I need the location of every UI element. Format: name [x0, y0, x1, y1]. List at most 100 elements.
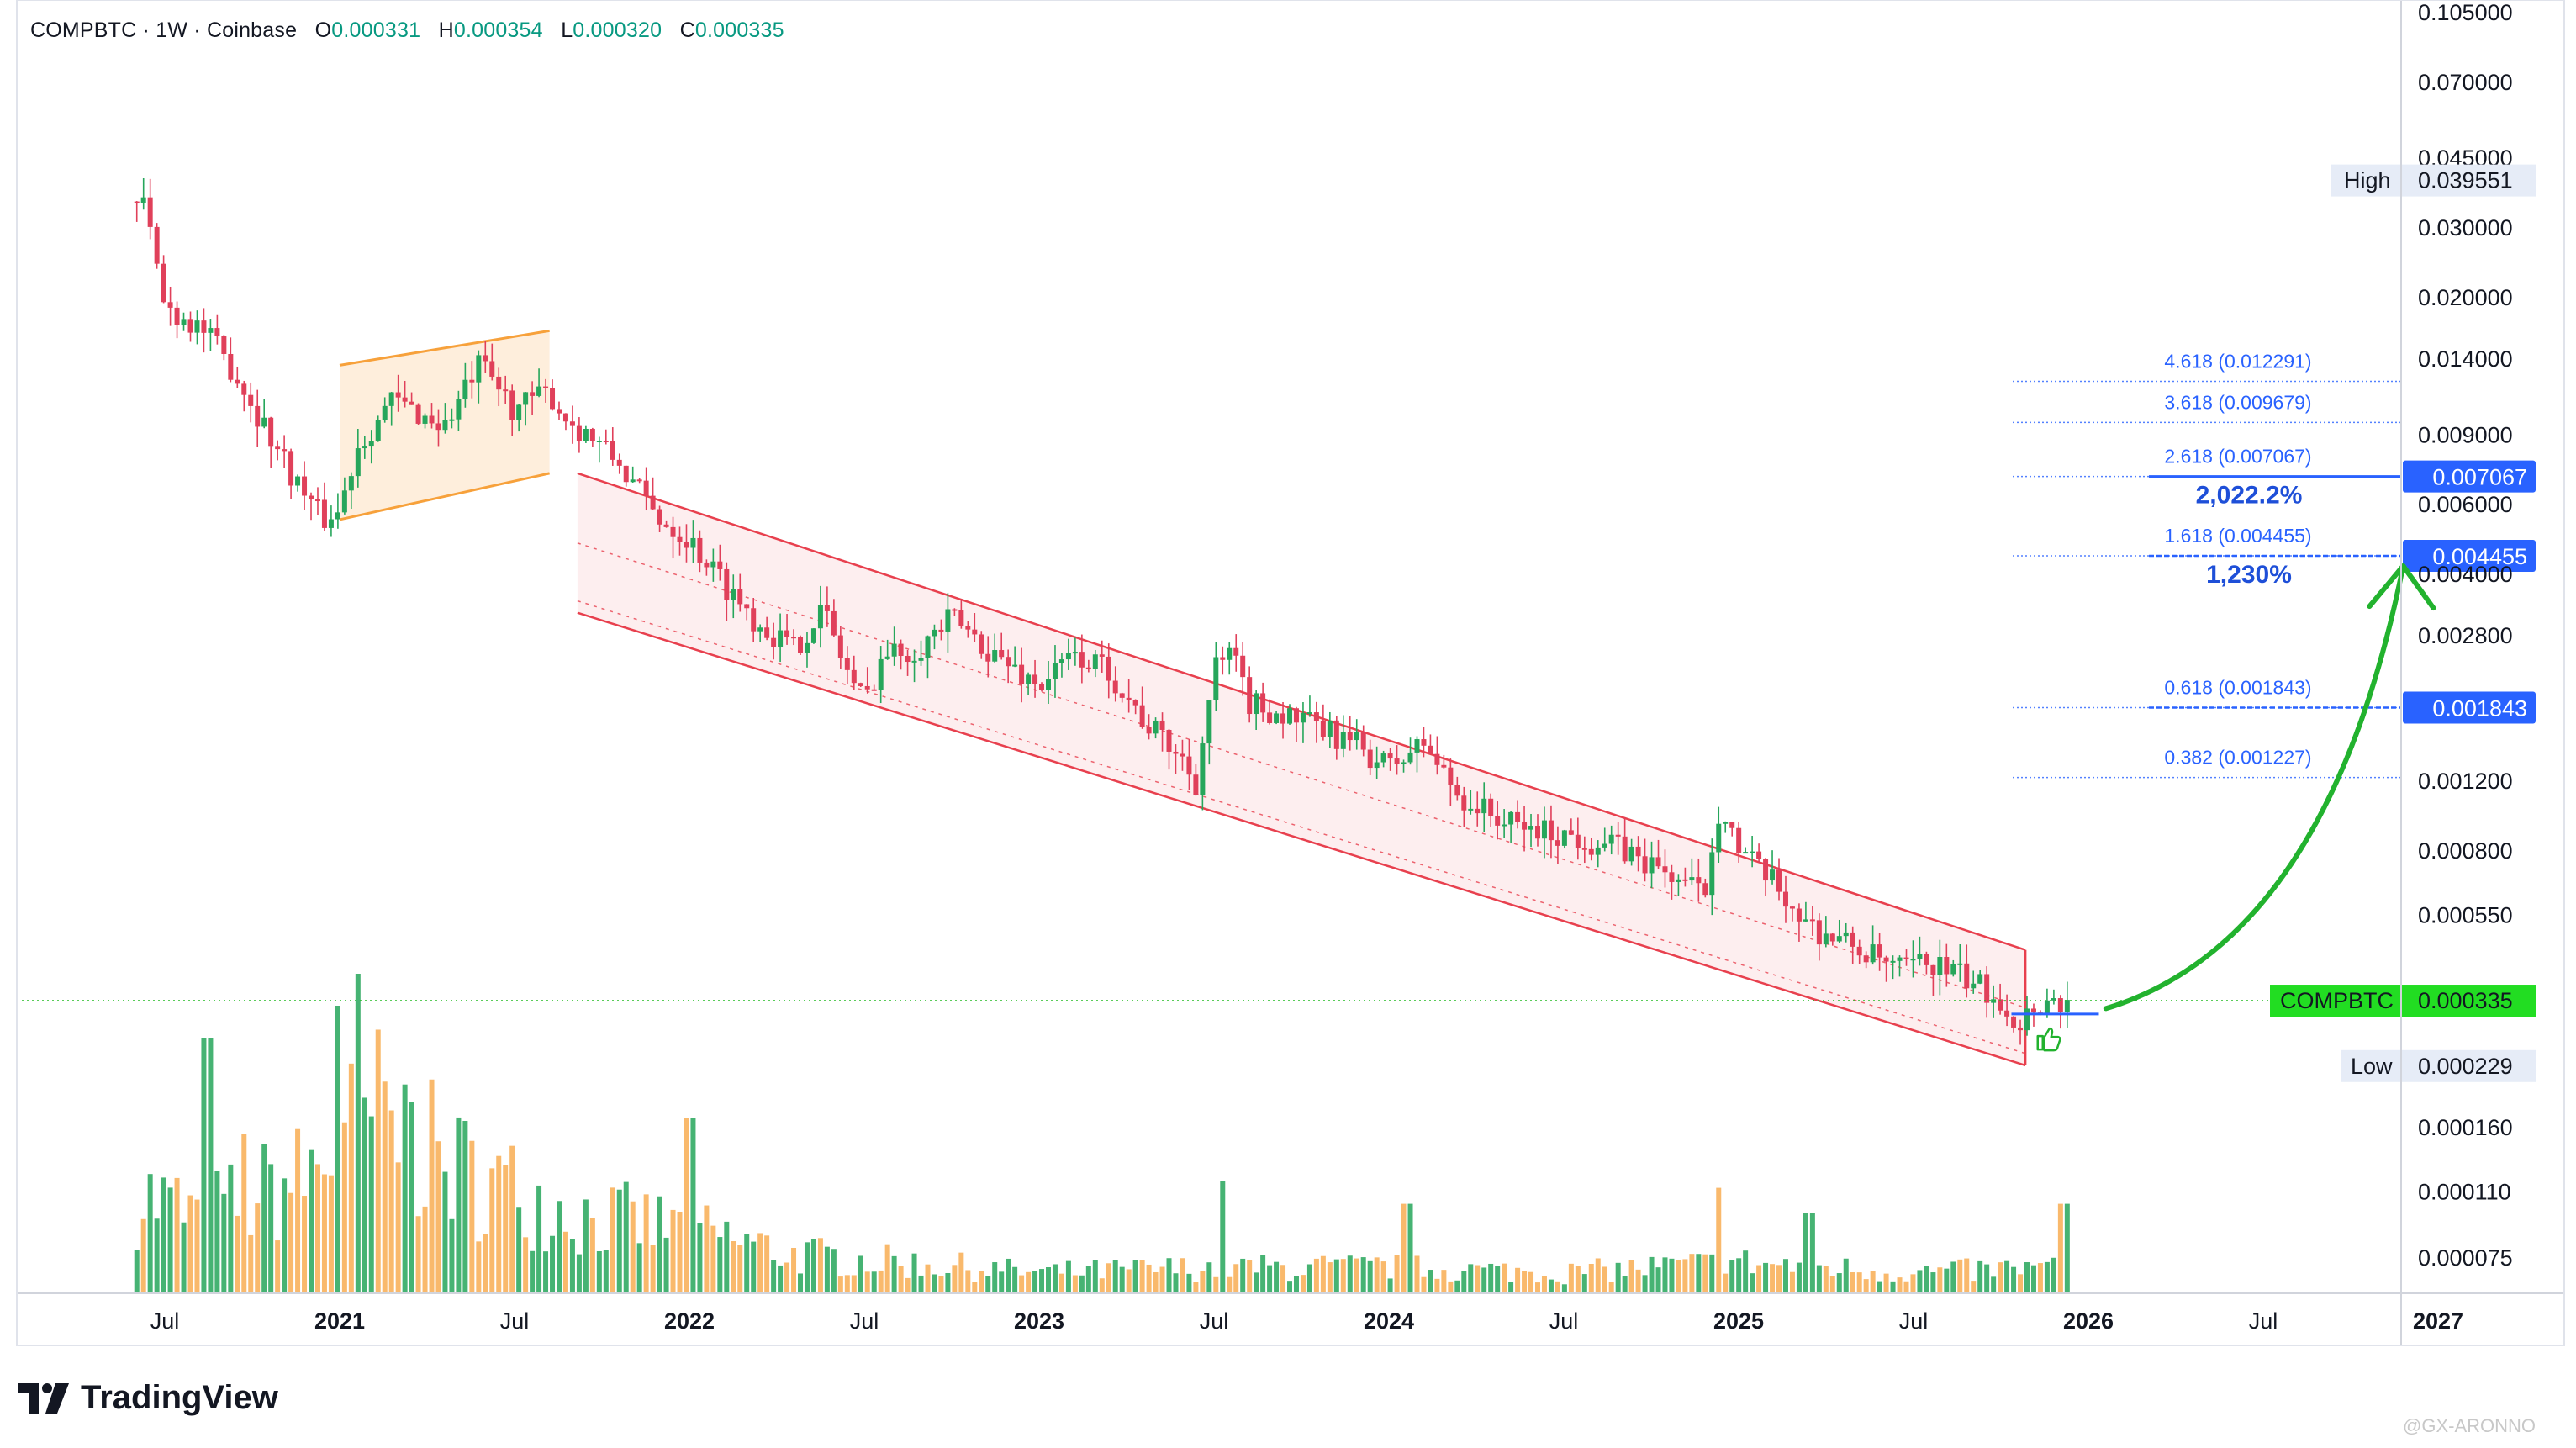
volume-bar — [952, 1265, 958, 1293]
candle-body — [1903, 957, 1909, 959]
time-tick-label: Jul — [500, 1308, 530, 1334]
volume-bar — [2024, 1262, 2030, 1293]
volume-bar — [1206, 1262, 1212, 1293]
volume-bar — [1522, 1271, 1528, 1293]
candle-body — [1200, 743, 1206, 795]
time-tick-label: 2023 — [1014, 1308, 1064, 1334]
volume-bar — [1058, 1273, 1064, 1293]
volume-bar — [275, 1240, 281, 1293]
volume-bar — [1146, 1264, 1152, 1293]
candle-body — [1924, 954, 1929, 965]
volume-bar — [1723, 1273, 1729, 1293]
volume-bar — [985, 1276, 991, 1293]
candle-body — [1534, 826, 1540, 839]
volume-bar — [2011, 1266, 2017, 1293]
candle-body — [328, 519, 334, 528]
candle-body — [1595, 847, 1601, 855]
volume-bar — [1220, 1181, 1226, 1293]
volume-bar — [255, 1203, 261, 1293]
candle-body — [181, 319, 187, 325]
candle-body — [314, 499, 320, 502]
candle-body — [1085, 667, 1091, 669]
candle-body — [1763, 859, 1769, 881]
volume-bar — [1555, 1281, 1560, 1293]
volume-bar — [1502, 1263, 1507, 1293]
time-tick-label: 2027 — [2413, 1308, 2463, 1334]
candle-body — [2044, 1000, 2050, 1015]
tradingview-icon — [18, 1382, 69, 1414]
candle-body — [442, 420, 448, 431]
candle-body — [261, 417, 267, 427]
volume-bar — [241, 1134, 247, 1293]
volume-bar — [456, 1117, 462, 1293]
candle-body — [214, 328, 220, 336]
candle-body — [1508, 811, 1514, 825]
fib-level-label: 0.618 (0.001843) — [2164, 676, 2311, 698]
volume-bar — [583, 1199, 589, 1293]
volume-bar — [1843, 1258, 1849, 1293]
price-axis[interactable]: 0.1050000.0700000.0450000.0300000.020000… — [2270, 0, 2536, 1271]
volume-bar — [630, 1201, 636, 1293]
volume-bar — [1870, 1271, 1876, 1293]
volume-bar — [1287, 1281, 1293, 1293]
time-tick-label: Jul — [2249, 1308, 2278, 1334]
candle-body — [1313, 712, 1319, 721]
candle-body — [1146, 727, 1152, 734]
candle-body — [677, 536, 683, 542]
volume-bar — [1763, 1262, 1769, 1293]
candle-body — [1428, 745, 1433, 754]
author-watermark: @GX-ARONNO — [2403, 1415, 2536, 1436]
volume-bar — [1615, 1262, 1621, 1293]
candle-body — [657, 509, 662, 525]
candle-body — [429, 415, 435, 424]
price-tick-label: 0.000800 — [2418, 838, 2513, 864]
volume-bar — [1829, 1276, 1835, 1293]
volume-bar — [1709, 1254, 1715, 1293]
candle-body — [1555, 840, 1560, 846]
volume-bar — [710, 1225, 716, 1293]
candle-body — [1723, 822, 1729, 824]
candle-body — [684, 542, 689, 548]
volume-bar — [415, 1216, 421, 1293]
volume-bar — [1039, 1269, 1045, 1293]
volume-bar — [1274, 1261, 1280, 1293]
candle-body — [636, 479, 642, 482]
volume-bars — [134, 974, 2070, 1293]
volume-bar — [1012, 1266, 1018, 1293]
volume-bar — [1809, 1213, 1815, 1293]
candle-body — [1354, 732, 1359, 741]
candle-body — [1475, 808, 1481, 814]
tradingview-logo[interactable]: TradingView — [18, 1379, 278, 1417]
volume-bar — [1099, 1278, 1105, 1293]
volume-bar — [650, 1245, 656, 1293]
volume-bar — [161, 1177, 166, 1293]
candle-body — [1495, 816, 1501, 826]
candle-body — [134, 201, 140, 203]
volume-bar — [1883, 1273, 1889, 1293]
candle-body — [1998, 999, 2003, 1011]
volume-bar — [1072, 1275, 1078, 1293]
volume-bar — [282, 1178, 288, 1293]
candle-body — [241, 383, 247, 395]
candle-body — [1065, 653, 1071, 660]
volume-bar — [1333, 1259, 1339, 1293]
volume-bar — [1306, 1264, 1312, 1293]
candle-body — [810, 628, 816, 643]
candle-body — [737, 589, 743, 605]
volume-bar — [965, 1270, 971, 1293]
current-price-value: 0.000335 — [2418, 988, 2513, 1013]
candle-body — [1809, 919, 1815, 922]
candle-body — [891, 643, 897, 657]
price-tick-label: 0.004000 — [2418, 562, 2513, 587]
candle-body — [851, 669, 857, 684]
candle-body — [435, 423, 441, 431]
time-axis[interactable]: Jul 2021 Jul 2022 Jul 2023 Jul 2024 Jul 2025 Jul 20… — [150, 1308, 2463, 1334]
candle-body — [992, 650, 998, 662]
volume-bar — [844, 1275, 850, 1293]
high-label: High — [2344, 168, 2391, 193]
volume-bar — [314, 1164, 320, 1293]
volume-bar — [1856, 1272, 1862, 1293]
candle-body — [616, 459, 622, 466]
volume-bar — [1655, 1267, 1661, 1293]
